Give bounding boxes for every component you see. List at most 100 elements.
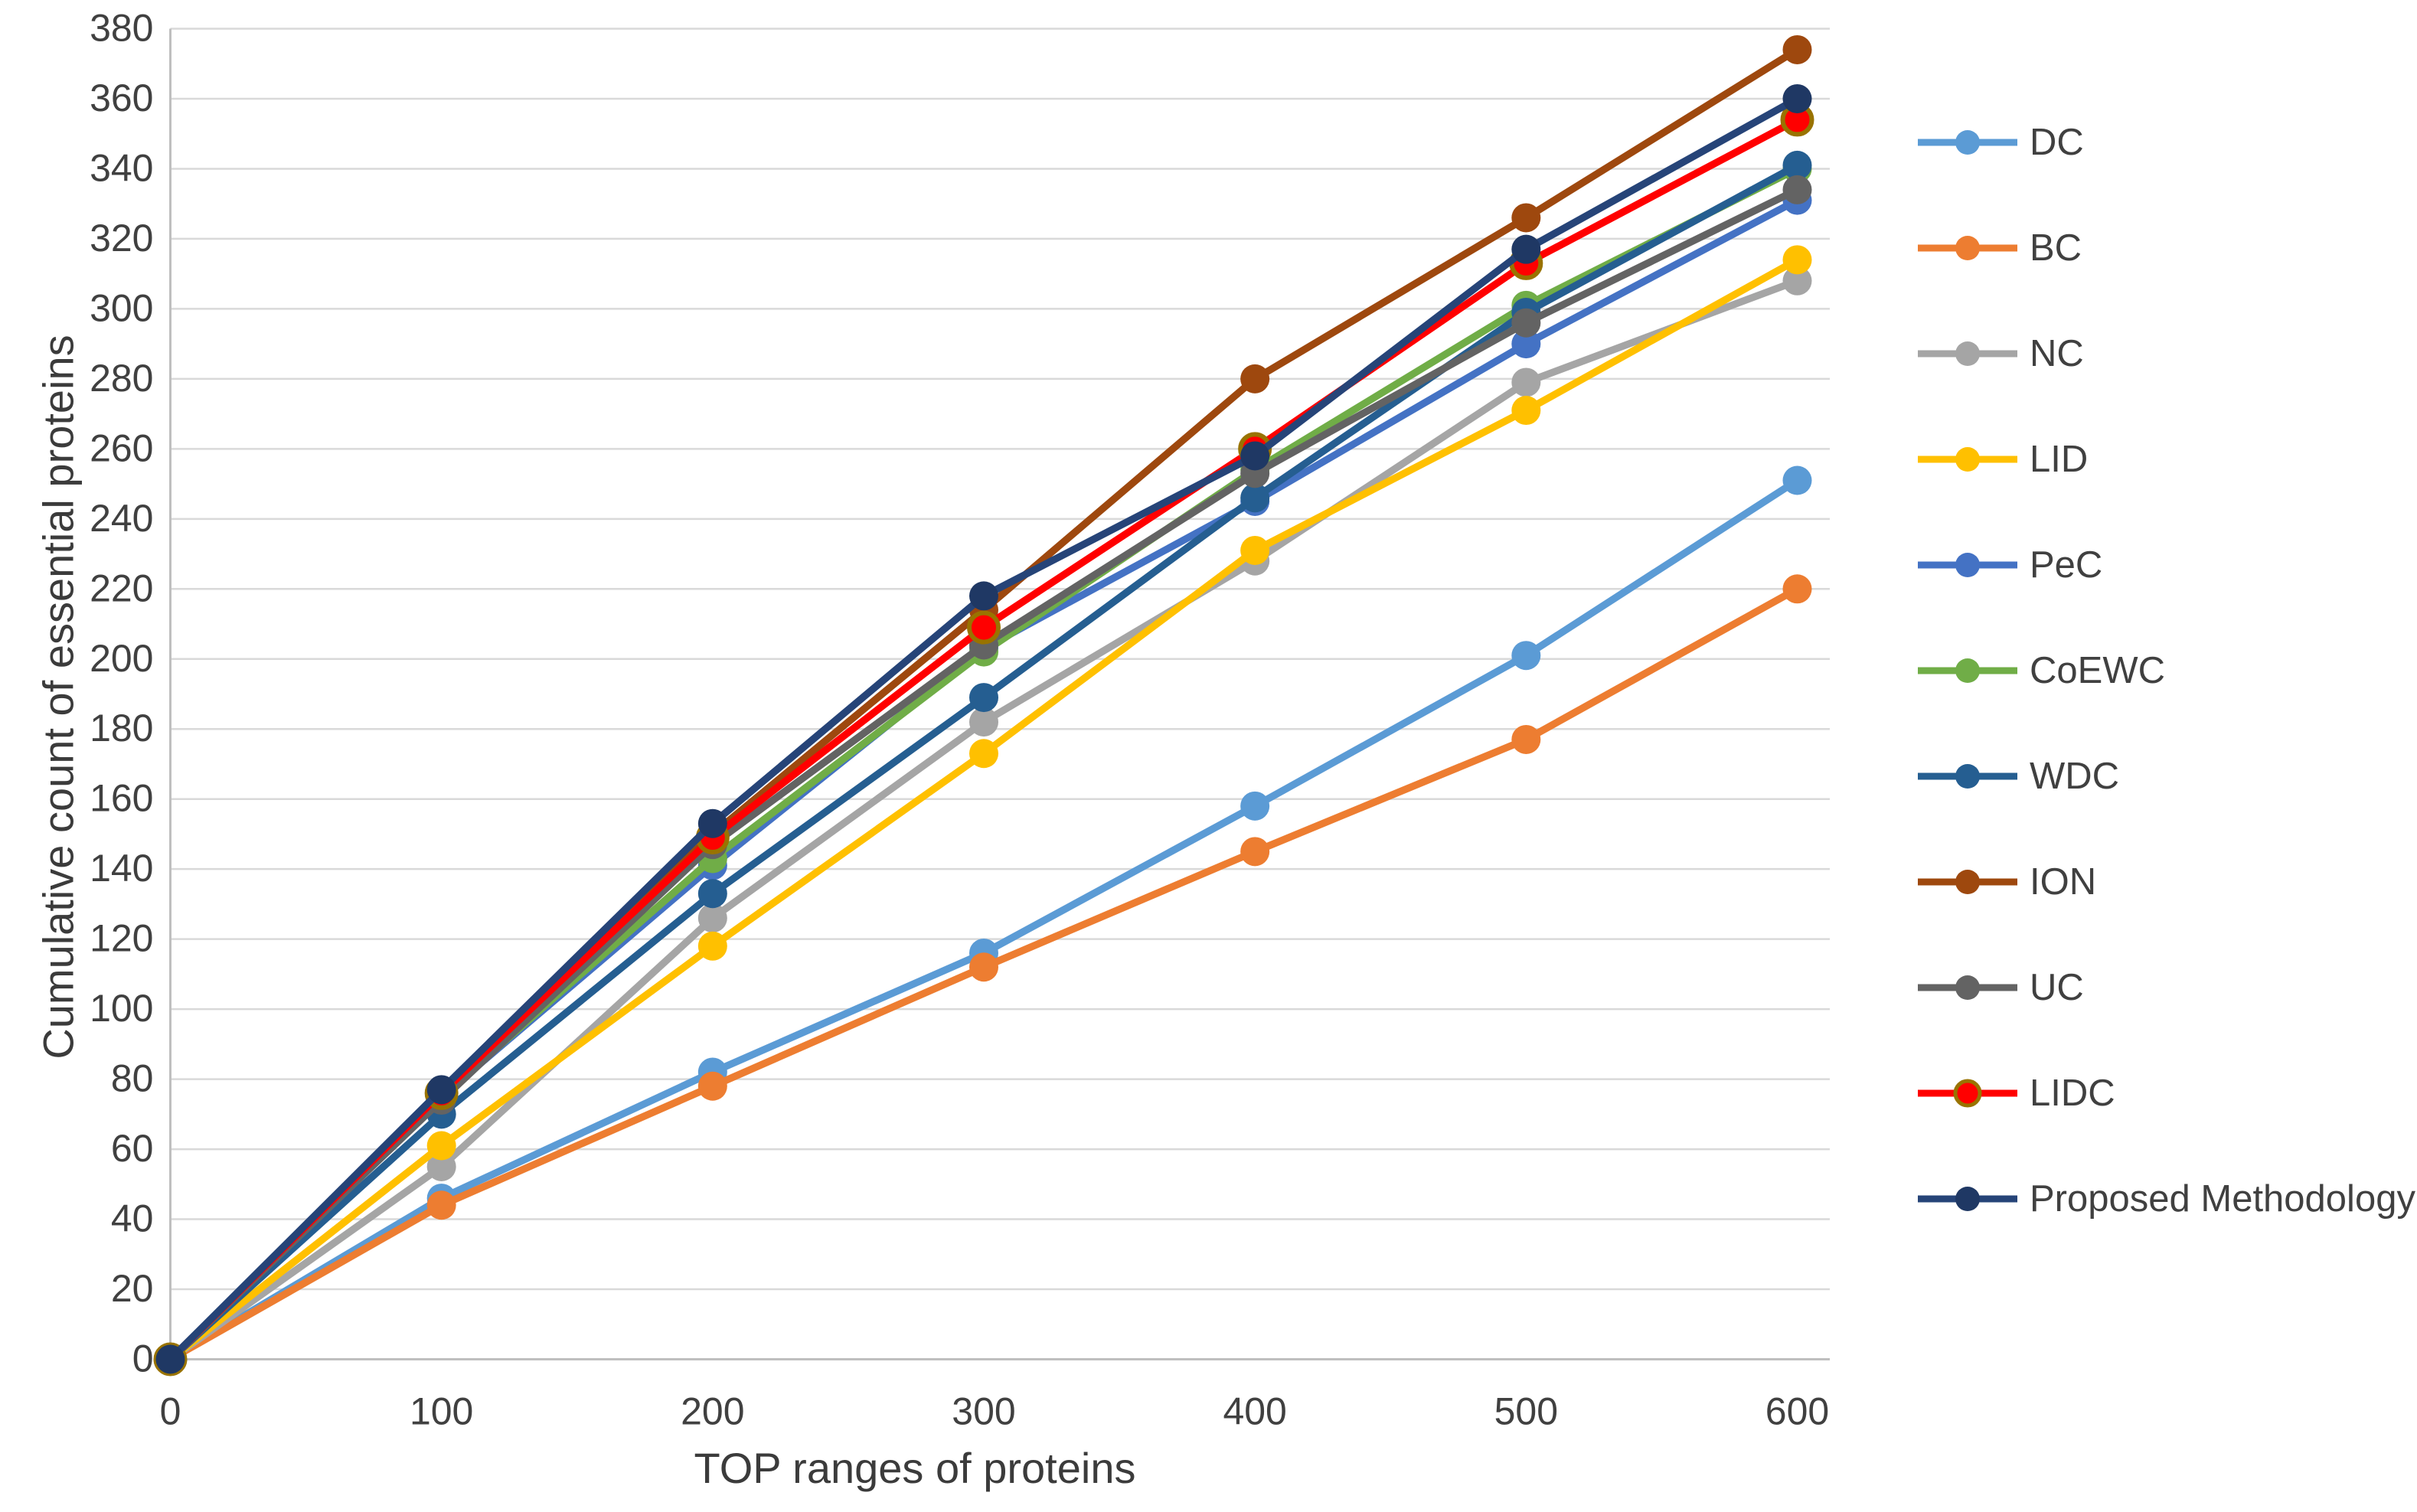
y-tick-label: 120 — [90, 917, 153, 960]
legend-key-icon — [1918, 975, 2017, 1000]
data-point-marker — [1511, 234, 1541, 264]
data-point-marker — [969, 952, 998, 982]
data-point-marker — [697, 903, 727, 933]
legend-key-icon — [1918, 764, 2017, 789]
data-point-marker — [1782, 83, 1812, 113]
gridlines — [170, 28, 1830, 1291]
data-point-marker — [1782, 245, 1812, 275]
data-point-marker — [426, 1151, 456, 1181]
x-tick-label: 600 — [1765, 1390, 1829, 1433]
y-tick-label: 80 — [111, 1057, 154, 1100]
legend-label: LIDC — [2030, 1073, 2115, 1114]
legend-key-icon — [1918, 236, 2017, 260]
y-tick-label: 340 — [90, 146, 153, 189]
legend-key-icon — [1918, 1079, 2017, 1108]
x-tick-label: 300 — [952, 1390, 1015, 1433]
legend-key-icon — [1918, 553, 2017, 577]
y-tick-label: 180 — [90, 707, 153, 749]
data-point-marker — [426, 1131, 456, 1161]
y-tick-label: 300 — [90, 286, 153, 329]
y-tick-label: 380 — [90, 7, 153, 50]
legend-label: NC — [2030, 333, 2084, 374]
series-proposed-methodology — [155, 83, 1812, 1374]
legend-item-uc: UC — [1918, 967, 2415, 1008]
axis-tick-labels: 0 20 40 60 80 100 120 140 160 180 200 220 240 260 280 3… — [90, 7, 1829, 1433]
legend-item-wdc: WDC — [1918, 756, 2415, 797]
data-point-marker — [697, 1071, 727, 1101]
legend-label: WDC — [2030, 756, 2120, 797]
data-point-marker — [426, 1075, 456, 1105]
data-point-marker — [1511, 203, 1541, 233]
legend-item-lidc: LIDC — [1918, 1073, 2415, 1114]
data-point-marker — [1782, 175, 1812, 204]
y-tick-label: 40 — [111, 1197, 154, 1240]
legend-key-icon — [1918, 447, 2017, 472]
data-point-marker — [969, 683, 998, 713]
data-point-marker — [1240, 364, 1270, 394]
legend-label: ION — [2030, 861, 2097, 903]
legend-item-coewc: CoEWC — [1918, 650, 2415, 691]
legend-item-ion: ION — [1918, 861, 2415, 903]
legend-label: DC — [2030, 122, 2084, 163]
y-tick-label: 280 — [90, 357, 153, 400]
legend-label: PeC — [2030, 544, 2103, 586]
legend-label: BC — [2030, 227, 2082, 269]
y-tick-label: 60 — [111, 1127, 154, 1170]
data-point-marker — [697, 808, 727, 838]
data-point-marker — [1782, 34, 1812, 64]
legend-label: LID — [2030, 439, 2089, 480]
data-point-marker — [1782, 465, 1812, 495]
legend-label: CoEWC — [2030, 650, 2165, 691]
data-point-marker — [1240, 441, 1270, 471]
y-tick-label: 260 — [90, 426, 153, 469]
data-point-marker — [697, 931, 727, 961]
x-tick-label: 200 — [681, 1390, 744, 1433]
series-nc — [155, 266, 1812, 1374]
series-line — [166, 256, 1801, 1363]
data-point-marker — [969, 707, 998, 737]
x-axis-title: TOP ranges of proteins — [694, 1444, 1136, 1492]
y-tick-label: 140 — [90, 847, 153, 890]
y-tick-label: 360 — [90, 77, 153, 119]
legend-item-nc: NC — [1918, 333, 2415, 374]
data-point-marker — [1782, 150, 1812, 180]
data-point-marker — [1511, 641, 1541, 671]
data-point-marker — [697, 879, 727, 909]
data-point-marker — [155, 1344, 185, 1374]
data-point-marker — [1511, 724, 1541, 754]
legend-item-bc: BC — [1918, 227, 2415, 269]
data-point-marker — [967, 610, 1001, 645]
legend-key-icon — [1918, 870, 2017, 894]
data-point-marker — [1511, 308, 1541, 338]
y-tick-label: 160 — [90, 777, 153, 820]
y-tick-label: 100 — [90, 987, 153, 1030]
chart-legend: DC BC NC LID PeC CoEWC WDC ION UC LIDC Proposed Me… — [1918, 122, 2415, 1285]
data-point-marker — [1782, 266, 1812, 296]
x-tick-label: 100 — [410, 1390, 473, 1433]
data-point-marker — [1240, 483, 1270, 513]
legend-label: UC — [2030, 967, 2084, 1008]
legend-item-dc: DC — [1918, 122, 2415, 163]
legend-key-icon — [1918, 341, 2017, 366]
data-point-marker — [1511, 396, 1541, 426]
data-point-marker — [969, 581, 998, 611]
data-point-marker — [1511, 329, 1541, 359]
x-tick-label: 500 — [1494, 1390, 1558, 1433]
data-point-marker — [1240, 791, 1270, 821]
legend-key-icon — [1918, 658, 2017, 683]
y-tick-label: 320 — [90, 217, 153, 260]
legend-item-lid: LID — [1918, 439, 2415, 480]
series-lid — [155, 245, 1812, 1374]
data-point-marker — [1240, 535, 1270, 565]
data-point-marker — [1511, 367, 1541, 397]
data-point-marker — [969, 739, 998, 769]
y-tick-label: 0 — [132, 1337, 154, 1380]
y-tick-label: 20 — [111, 1267, 154, 1310]
data-point-marker — [1240, 837, 1270, 867]
y-tick-label: 200 — [90, 637, 153, 680]
x-tick-label: 400 — [1223, 1390, 1286, 1433]
y-tick-label: 240 — [90, 497, 153, 540]
legend-item-pec: PeC — [1918, 544, 2415, 586]
